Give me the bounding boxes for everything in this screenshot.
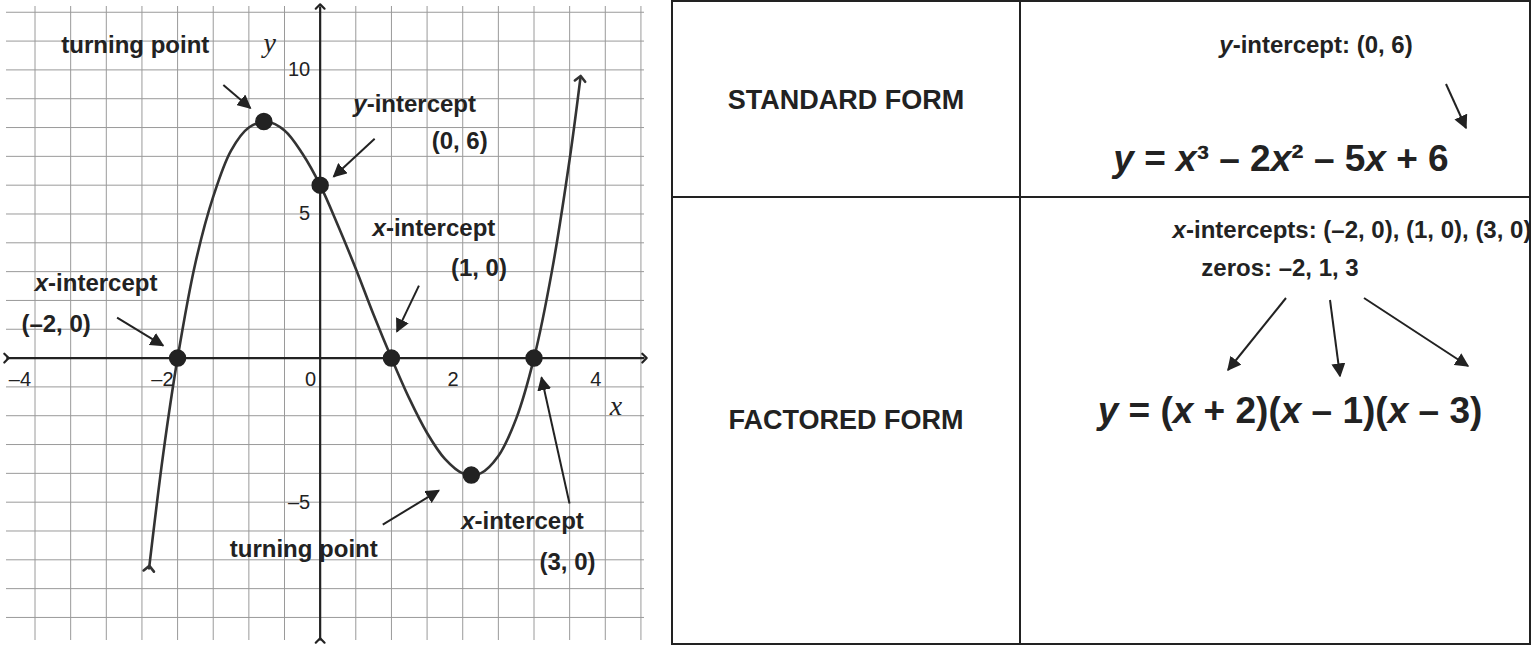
svg-text:y: y bbox=[260, 27, 276, 58]
svg-text:x-intercept: x-intercept bbox=[371, 214, 496, 241]
svg-text:–2: –2 bbox=[151, 368, 173, 390]
svg-text:y = x³ – 2x² – 5x + 6: y = x³ – 2x² – 5x + 6 bbox=[1111, 138, 1448, 179]
svg-text:x-intercept: x-intercept bbox=[33, 269, 158, 296]
svg-text:turning point: turning point bbox=[230, 535, 378, 562]
svg-text:FACTORED FORM: FACTORED FORM bbox=[729, 405, 964, 435]
svg-text:5: 5 bbox=[299, 202, 310, 224]
svg-text:zeros: –2, 1, 3: zeros: –2, 1, 3 bbox=[1201, 254, 1358, 281]
svg-text:0: 0 bbox=[305, 368, 316, 390]
svg-text:(0, 6): (0, 6) bbox=[432, 127, 488, 154]
svg-text:y = (x + 2)(x – 1)(x – 3): y = (x + 2)(x – 1)(x – 3) bbox=[1096, 390, 1483, 431]
svg-text:10: 10 bbox=[288, 58, 310, 80]
svg-text:x-intercept: x-intercept bbox=[459, 507, 584, 534]
svg-text:–5: –5 bbox=[288, 491, 310, 513]
svg-text:x-intercepts: (–2, 0), (1, 0),: x-intercepts: (–2, 0), (1, 0), (3, 0) bbox=[1171, 216, 1532, 243]
svg-text:(–2, 0): (–2, 0) bbox=[21, 310, 90, 337]
svg-text:4: 4 bbox=[590, 368, 601, 390]
svg-text:2: 2 bbox=[448, 368, 459, 390]
svg-text:–4: –4 bbox=[9, 368, 31, 390]
svg-text:x: x bbox=[609, 390, 623, 421]
svg-text:STANDARD FORM: STANDARD FORM bbox=[728, 85, 964, 115]
svg-text:(3, 0): (3, 0) bbox=[540, 548, 596, 575]
svg-text:y-intercept: y-intercept bbox=[352, 90, 476, 117]
svg-text:(1, 0): (1, 0) bbox=[451, 254, 507, 281]
svg-text:y-intercept: (0, 6): y-intercept: (0, 6) bbox=[1218, 31, 1412, 58]
svg-text:turning point: turning point bbox=[61, 31, 209, 58]
